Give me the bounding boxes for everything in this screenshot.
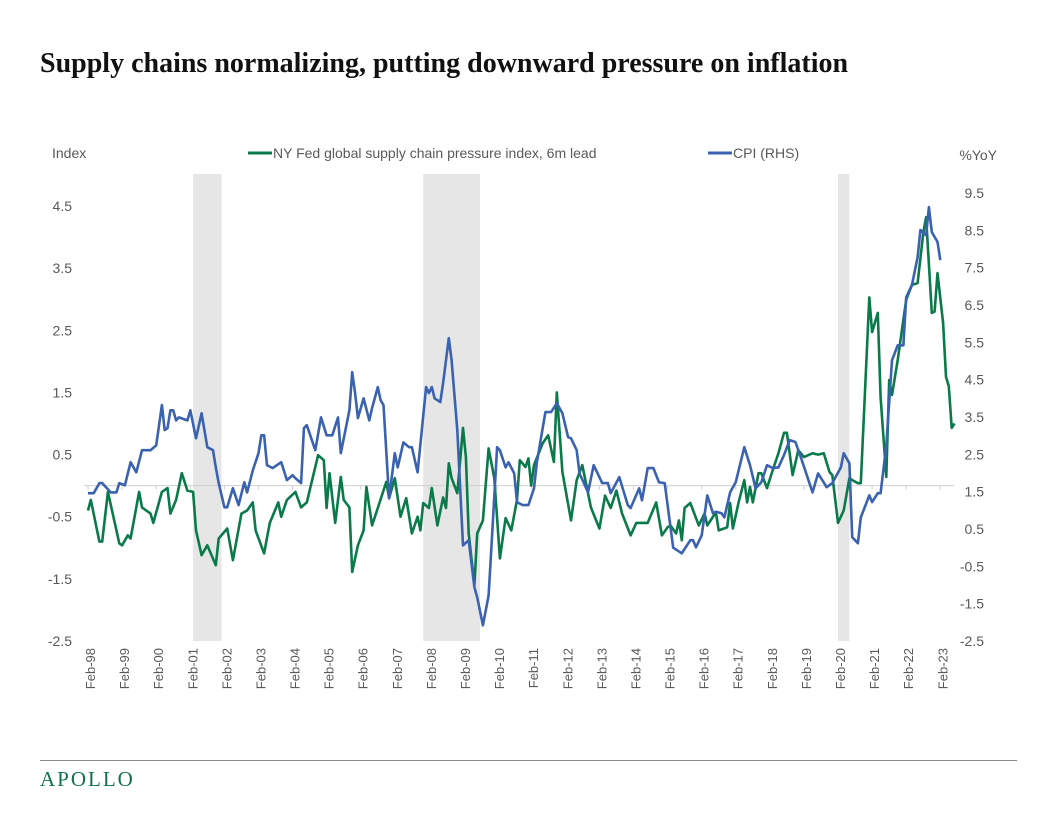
- series-lines: [86, 205, 956, 627]
- y-tick-label-right: 9.5: [965, 185, 985, 201]
- x-tick-label: Feb-14: [628, 648, 643, 689]
- x-tick-label: Feb-17: [731, 648, 746, 689]
- x-tick-label: Feb-07: [390, 648, 405, 689]
- x-tick-label: Feb-06: [356, 648, 371, 689]
- y-tick-label-right: 5.5: [965, 334, 985, 350]
- recession-band: [193, 174, 222, 641]
- x-tick-label: Feb-21: [867, 648, 882, 689]
- y-tick-label-left: -1.5: [48, 571, 72, 587]
- supply-chain-index-line: [86, 215, 956, 587]
- x-tick-label: Feb-04: [288, 648, 303, 689]
- x-tick-label: Feb-10: [492, 648, 507, 689]
- y-axis-title-right: %YoY: [959, 147, 997, 163]
- x-tick-label: Feb-18: [765, 648, 780, 689]
- chart-title: Supply chains normalizing, putting downw…: [40, 48, 849, 79]
- y-tick-label-right: 0.5: [965, 521, 985, 537]
- x-tick-label: Feb-19: [799, 648, 814, 689]
- x-tick-label: Feb-00: [151, 648, 166, 689]
- legend-label: NY Fed global supply chain pressure inde…: [273, 145, 596, 161]
- y-tick-label-left: 1.5: [53, 384, 73, 400]
- y-tick-label-left: 3.5: [53, 260, 73, 276]
- recession-band: [838, 174, 850, 641]
- y-axis-title-left: Index: [52, 145, 86, 161]
- x-tick-label: Feb-09: [458, 648, 473, 689]
- recession-bands: [193, 174, 850, 641]
- y-tick-label-right: 7.5: [965, 260, 985, 276]
- cpi-line: [88, 205, 942, 627]
- x-tick-label: Feb-05: [322, 648, 337, 689]
- apollo-logo: APOLLO: [40, 767, 135, 791]
- y-tick-label-left: -0.5: [48, 509, 72, 525]
- y-tick-label-right: 1.5: [965, 484, 985, 500]
- axes: 4.5 3.5 2.5 1.5 0.5 -0.5 -1.5 -2.5 9.5 8.5 7.5 6.5 5…: [48, 145, 998, 689]
- x-tick-label: Feb-01: [185, 648, 200, 689]
- y-tick-label-left: -2.5: [48, 633, 72, 649]
- y-tick-label-left: 4.5: [53, 198, 73, 214]
- x-tick-label: Feb-03: [253, 648, 268, 689]
- y-tick-label-right: 6.5: [965, 297, 985, 313]
- y-tick-label-right: -0.5: [960, 558, 984, 574]
- y-tick-label-right: -1.5: [960, 596, 984, 612]
- x-tick-label: Feb-98: [83, 648, 98, 689]
- x-tick-label: Feb-99: [117, 648, 132, 689]
- y-tick-label-left: 0.5: [53, 447, 73, 463]
- y-tick-label-right: -2.5: [960, 633, 984, 649]
- footer-divider: [40, 760, 1017, 761]
- x-tick-label: Feb-15: [663, 648, 678, 689]
- x-tick-label: Feb-22: [901, 648, 916, 689]
- x-tick-label: Feb-23: [935, 648, 950, 689]
- x-tick-label: Feb-16: [697, 648, 712, 689]
- y-tick-label-right: 4.5: [965, 372, 985, 388]
- legend: NY Fed global supply chain pressure inde…: [248, 145, 799, 161]
- x-tick-label: Feb-12: [560, 648, 575, 689]
- y-tick-label-right: 2.5: [965, 446, 985, 462]
- x-tick-label: Feb-02: [219, 648, 234, 689]
- x-tick-label: Feb-20: [833, 648, 848, 689]
- x-tick-label: Feb-11: [526, 648, 541, 688]
- y-tick-label-left: 2.5: [53, 322, 73, 338]
- x-tick-label: Feb-08: [424, 648, 439, 689]
- x-tick-label: Feb-13: [594, 648, 609, 689]
- y-tick-label-right: 8.5: [965, 222, 985, 238]
- legend-label: CPI (RHS): [733, 145, 799, 161]
- y-tick-label-right: 3.5: [965, 409, 985, 425]
